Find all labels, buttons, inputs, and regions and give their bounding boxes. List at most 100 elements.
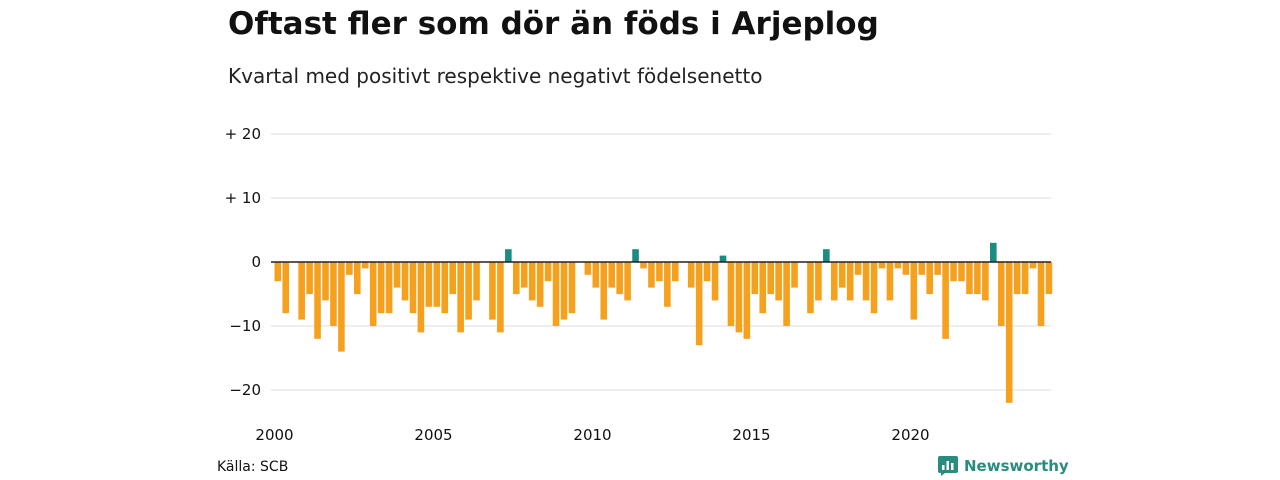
bar-negative	[513, 262, 520, 294]
axes: + 20 + 10 0 −10 −20 2000 2005 2010 2015 2020	[225, 125, 1051, 444]
bar-negative	[1045, 262, 1053, 294]
bar-negative	[401, 262, 409, 301]
grid-lines	[271, 133, 1051, 391]
bar-negative	[1013, 262, 1021, 294]
bar-negative	[997, 262, 1005, 326]
bar-negative	[807, 262, 814, 314]
bar-negative	[624, 262, 631, 301]
bar-negative	[536, 262, 544, 307]
bar-positive	[823, 249, 830, 262]
bar-negative	[616, 262, 623, 294]
bar-positive	[632, 249, 639, 262]
brand-name: Newsworthy	[964, 457, 1069, 475]
bar-negative	[497, 262, 504, 333]
bar-negative	[473, 262, 480, 301]
bar-negative	[902, 262, 910, 275]
newsworthy-icon	[938, 456, 958, 476]
y-tick-label: −20	[229, 381, 261, 399]
bar-negative	[966, 262, 973, 294]
bar-positive	[719, 255, 727, 262]
bar-negative	[727, 262, 735, 326]
bar-negative	[489, 262, 496, 320]
bar-negative	[409, 262, 417, 314]
bar-negative	[417, 262, 425, 333]
bar-negative	[552, 262, 560, 326]
bar-negative	[775, 262, 782, 301]
bar-negative	[560, 262, 568, 320]
bar-negative	[846, 262, 854, 301]
y-tick-label: −10	[229, 317, 261, 335]
bar-negative	[385, 262, 393, 314]
bar-negative	[942, 262, 949, 339]
bars	[274, 242, 1053, 403]
bar-negative	[791, 262, 798, 288]
bar-negative	[425, 262, 433, 307]
brand-logo: Newsworthy	[938, 456, 1069, 476]
bar-negative	[950, 262, 957, 282]
bar-negative	[926, 262, 933, 294]
bar-negative	[544, 262, 552, 282]
bar-negative	[298, 262, 305, 320]
bar-negative	[910, 262, 918, 320]
bar-negative	[393, 262, 401, 288]
bar-negative	[608, 262, 615, 288]
bar-negative	[838, 262, 846, 288]
bar-negative	[282, 262, 290, 314]
x-tick-label: 2020	[891, 426, 929, 444]
bar-negative	[322, 262, 329, 301]
chart-subtitle: Kvartal med positivt respektive negativt…	[228, 64, 763, 88]
bar-negative	[894, 262, 902, 269]
bar-negative	[1021, 262, 1029, 294]
bar-negative	[346, 262, 353, 275]
bar-negative	[934, 262, 941, 275]
bar-negative	[687, 262, 695, 288]
bar-negative	[369, 262, 377, 326]
bar-negative	[958, 262, 965, 282]
bar-negative	[1029, 262, 1037, 269]
x-tick-label: 2000	[255, 426, 293, 444]
bar-negative	[974, 262, 981, 294]
bar-negative	[672, 262, 679, 282]
bar-negative	[831, 262, 838, 301]
bar-negative	[457, 262, 464, 333]
x-tick-label: 2005	[414, 426, 452, 444]
bar-negative	[274, 262, 282, 282]
bar-negative	[520, 262, 528, 288]
bar-negative	[306, 262, 313, 294]
bar-negative	[449, 262, 456, 294]
y-tick-label: + 10	[225, 189, 261, 207]
bar-positive	[505, 249, 512, 262]
bar-negative	[664, 262, 671, 307]
bar-negative	[354, 262, 361, 294]
bar-negative	[878, 262, 886, 269]
bar-negative	[703, 262, 711, 282]
bar-positive	[990, 242, 997, 262]
bar-negative	[441, 262, 449, 314]
bar-negative	[711, 262, 719, 301]
bar-negative	[640, 262, 647, 269]
bar-negative	[783, 262, 790, 326]
bar-negative	[735, 262, 743, 333]
bar-negative	[767, 262, 774, 294]
bar-negative	[854, 262, 862, 275]
bar-negative	[648, 262, 655, 288]
bar-negative	[361, 262, 369, 269]
bar-negative	[656, 262, 663, 282]
y-tick-label: 0	[251, 253, 261, 271]
bar-negative	[330, 262, 337, 326]
bar-negative	[528, 262, 536, 301]
bar-negative	[982, 262, 989, 301]
bar-negative	[568, 262, 576, 314]
bar-negative	[338, 262, 345, 352]
bar-negative	[918, 262, 926, 275]
bar-negative	[886, 262, 894, 301]
chart-title: Oftast fler som dör än föds i Arjeplog	[228, 6, 879, 42]
bar-negative	[314, 262, 321, 339]
source-note: Källa: SCB	[217, 459, 289, 475]
bar-negative	[465, 262, 472, 320]
bar-negative	[743, 262, 751, 339]
y-tick-label: + 20	[225, 125, 261, 143]
bar-negative	[751, 262, 759, 294]
bar-negative	[584, 262, 592, 275]
